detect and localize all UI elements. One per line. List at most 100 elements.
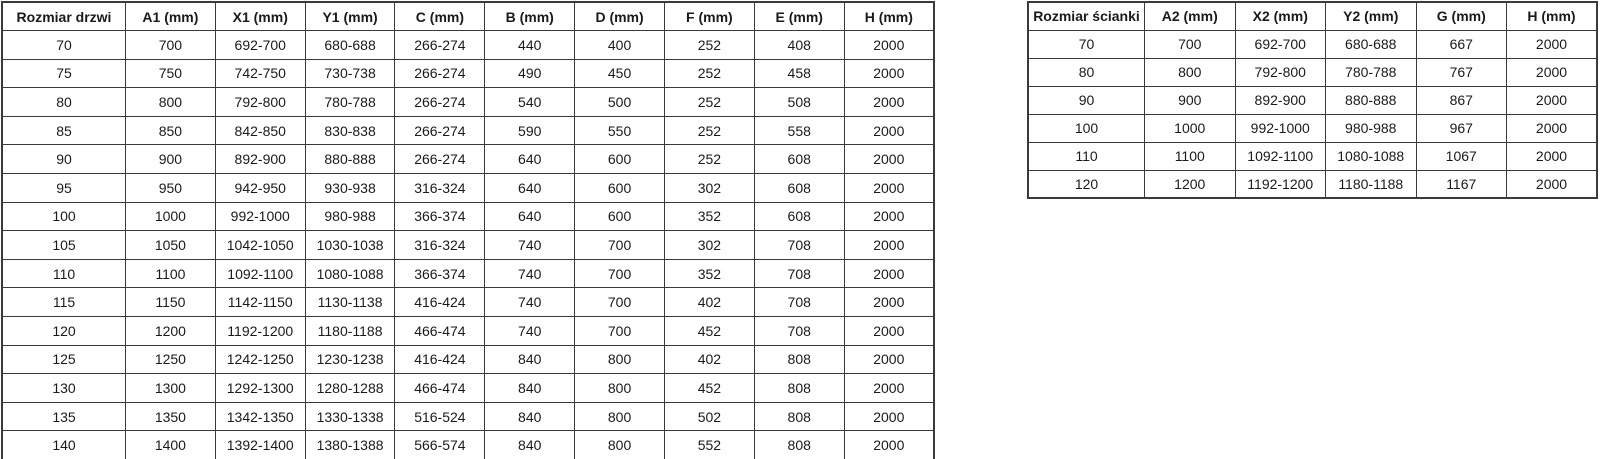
column-header: Rozmiar drzwi (1, 1, 126, 32)
table-cell: 450 (574, 58, 665, 89)
table-cell: 800 (1144, 57, 1236, 87)
table-row: 85 850 842-850 830-838 266-274 590 550 252 558 20… (1, 115, 935, 146)
table-cell: 2000 (843, 30, 935, 60)
table-cell: 740 (484, 316, 576, 346)
table-row: 80 800 792-800 780-788 767 2000 (1027, 57, 1598, 87)
table-cell: 1300 (125, 373, 216, 403)
table-cell: 1030-1038 (304, 230, 396, 260)
table-cell: 750 (125, 58, 216, 89)
table-cell: 708 (753, 230, 845, 260)
table-cell: 552 (663, 430, 755, 459)
table-cell: 1392-1400 (214, 430, 306, 459)
table-cell: 100 (1027, 113, 1145, 143)
table-cell: 2000 (1506, 57, 1598, 87)
table-cell: 80 (1027, 57, 1145, 87)
table-cell: 302 (663, 173, 755, 203)
table-cell: 252 (663, 87, 755, 117)
table-cell: 740 (484, 258, 576, 289)
table-cell: 1250 (125, 344, 216, 375)
column-header: F (mm) (663, 1, 755, 32)
table-cell: 1142-1150 (214, 287, 306, 318)
table-cell: 2000 (843, 287, 935, 318)
table-cell: 640 (484, 173, 576, 203)
table-cell: 608 (753, 201, 845, 232)
table-row: 125 1250 1242-1250 1230-1238 416-424 840 800 40… (1, 344, 935, 375)
column-header: C (mm) (394, 1, 486, 32)
table-cell: 708 (753, 287, 845, 318)
table-row: 70 700 692-700 680-688 667 2000 (1027, 29, 1598, 59)
header-row: Rozmiar drzwi A1 (mm) X1 (mm) Y1 (mm) C (mm)… (1, 1, 935, 32)
table-cell: 708 (753, 316, 845, 346)
table-cell: 600 (574, 144, 665, 175)
table-cell: 2000 (843, 115, 935, 146)
table-cell: 490 (484, 58, 576, 89)
table-cell: 2000 (843, 316, 935, 346)
table-cell: 140 (1, 430, 126, 459)
table-cell: 366-374 (394, 201, 486, 232)
table-cell: 892-900 (1234, 85, 1326, 115)
table-cell: 366-374 (394, 258, 486, 289)
table-cell: 1100 (125, 258, 216, 289)
table-cell: 1400 (125, 430, 216, 459)
table-cell: 1180-1188 (1325, 169, 1417, 199)
header-row: Rozmiar ścianki A2 (mm) X2 (mm) Y2 (mm) G (m… (1027, 1, 1598, 31)
table-cell: 840 (484, 373, 576, 403)
table-cell: 867 (1415, 85, 1507, 115)
table-cell: 2000 (843, 230, 935, 260)
table-cell: 1200 (1144, 169, 1236, 199)
table-cell: 1092-1100 (214, 258, 306, 289)
table-cell: 2000 (843, 58, 935, 89)
column-header: Y1 (mm) (304, 1, 396, 32)
column-header: A2 (mm) (1144, 1, 1236, 31)
table-cell: 500 (574, 87, 665, 117)
table-cell: 808 (753, 430, 845, 459)
table-cell: 730-738 (304, 58, 396, 89)
table-cell: 2000 (1506, 85, 1598, 115)
table-cell: 2000 (1506, 29, 1598, 59)
table-row: 90 900 892-900 880-888 867 2000 (1027, 85, 1598, 115)
column-header: X2 (mm) (1234, 1, 1326, 31)
table-cell: 1380-1388 (304, 430, 396, 459)
table-cell: 2000 (843, 201, 935, 232)
table-cell: 502 (663, 401, 755, 432)
table-cell: 1167 (1415, 169, 1507, 199)
table-cell: 452 (663, 373, 755, 403)
table-cell: 692-700 (214, 30, 306, 60)
table-cell: 808 (753, 373, 845, 403)
table-cell: 540 (484, 87, 576, 117)
table-cell: 840 (484, 344, 576, 375)
table-cell: 1100 (1144, 141, 1236, 171)
table-cell: 740 (484, 287, 576, 318)
table-cell: 640 (484, 144, 576, 175)
table-cell: 452 (663, 316, 755, 346)
table-cell: 70 (1027, 29, 1145, 59)
table-cell: 667 (1415, 29, 1507, 59)
table-cell: 1242-1250 (214, 344, 306, 375)
table-cell: 316-324 (394, 230, 486, 260)
table-cell: 1192-1200 (1234, 169, 1326, 199)
table-cell: 1280-1288 (304, 373, 396, 403)
table-cell: 800 (574, 430, 665, 459)
table-cell: 700 (574, 316, 665, 346)
table-cell: 1000 (1144, 113, 1236, 143)
table-cell: 266-274 (394, 58, 486, 89)
table-cell: 1080-1088 (1325, 141, 1417, 171)
table-cell: 266-274 (394, 115, 486, 146)
table-cell: 808 (753, 344, 845, 375)
table-row: 140 1400 1392-1400 1380-1388 566-574 840 800 55… (1, 430, 935, 459)
table-cell: 352 (663, 258, 755, 289)
table-cell: 700 (574, 258, 665, 289)
table-cell: 466-474 (394, 316, 486, 346)
column-header: X1 (mm) (214, 1, 306, 32)
table-cell: 516-524 (394, 401, 486, 432)
table-cell: 252 (663, 30, 755, 60)
table-cell: 1080-1088 (304, 258, 396, 289)
table-cell: 800 (574, 344, 665, 375)
table-cell: 408 (753, 30, 845, 60)
table-cell: 680-688 (1325, 29, 1417, 59)
table-cell: 1050 (125, 230, 216, 260)
table-cell: 942-950 (214, 173, 306, 203)
table-cell: 402 (663, 287, 755, 318)
table-cell: 2000 (843, 173, 935, 203)
wall-size-table: Rozmiar ścianki A2 (mm) X2 (mm) Y2 (mm) G (m… (1027, 1, 1598, 199)
